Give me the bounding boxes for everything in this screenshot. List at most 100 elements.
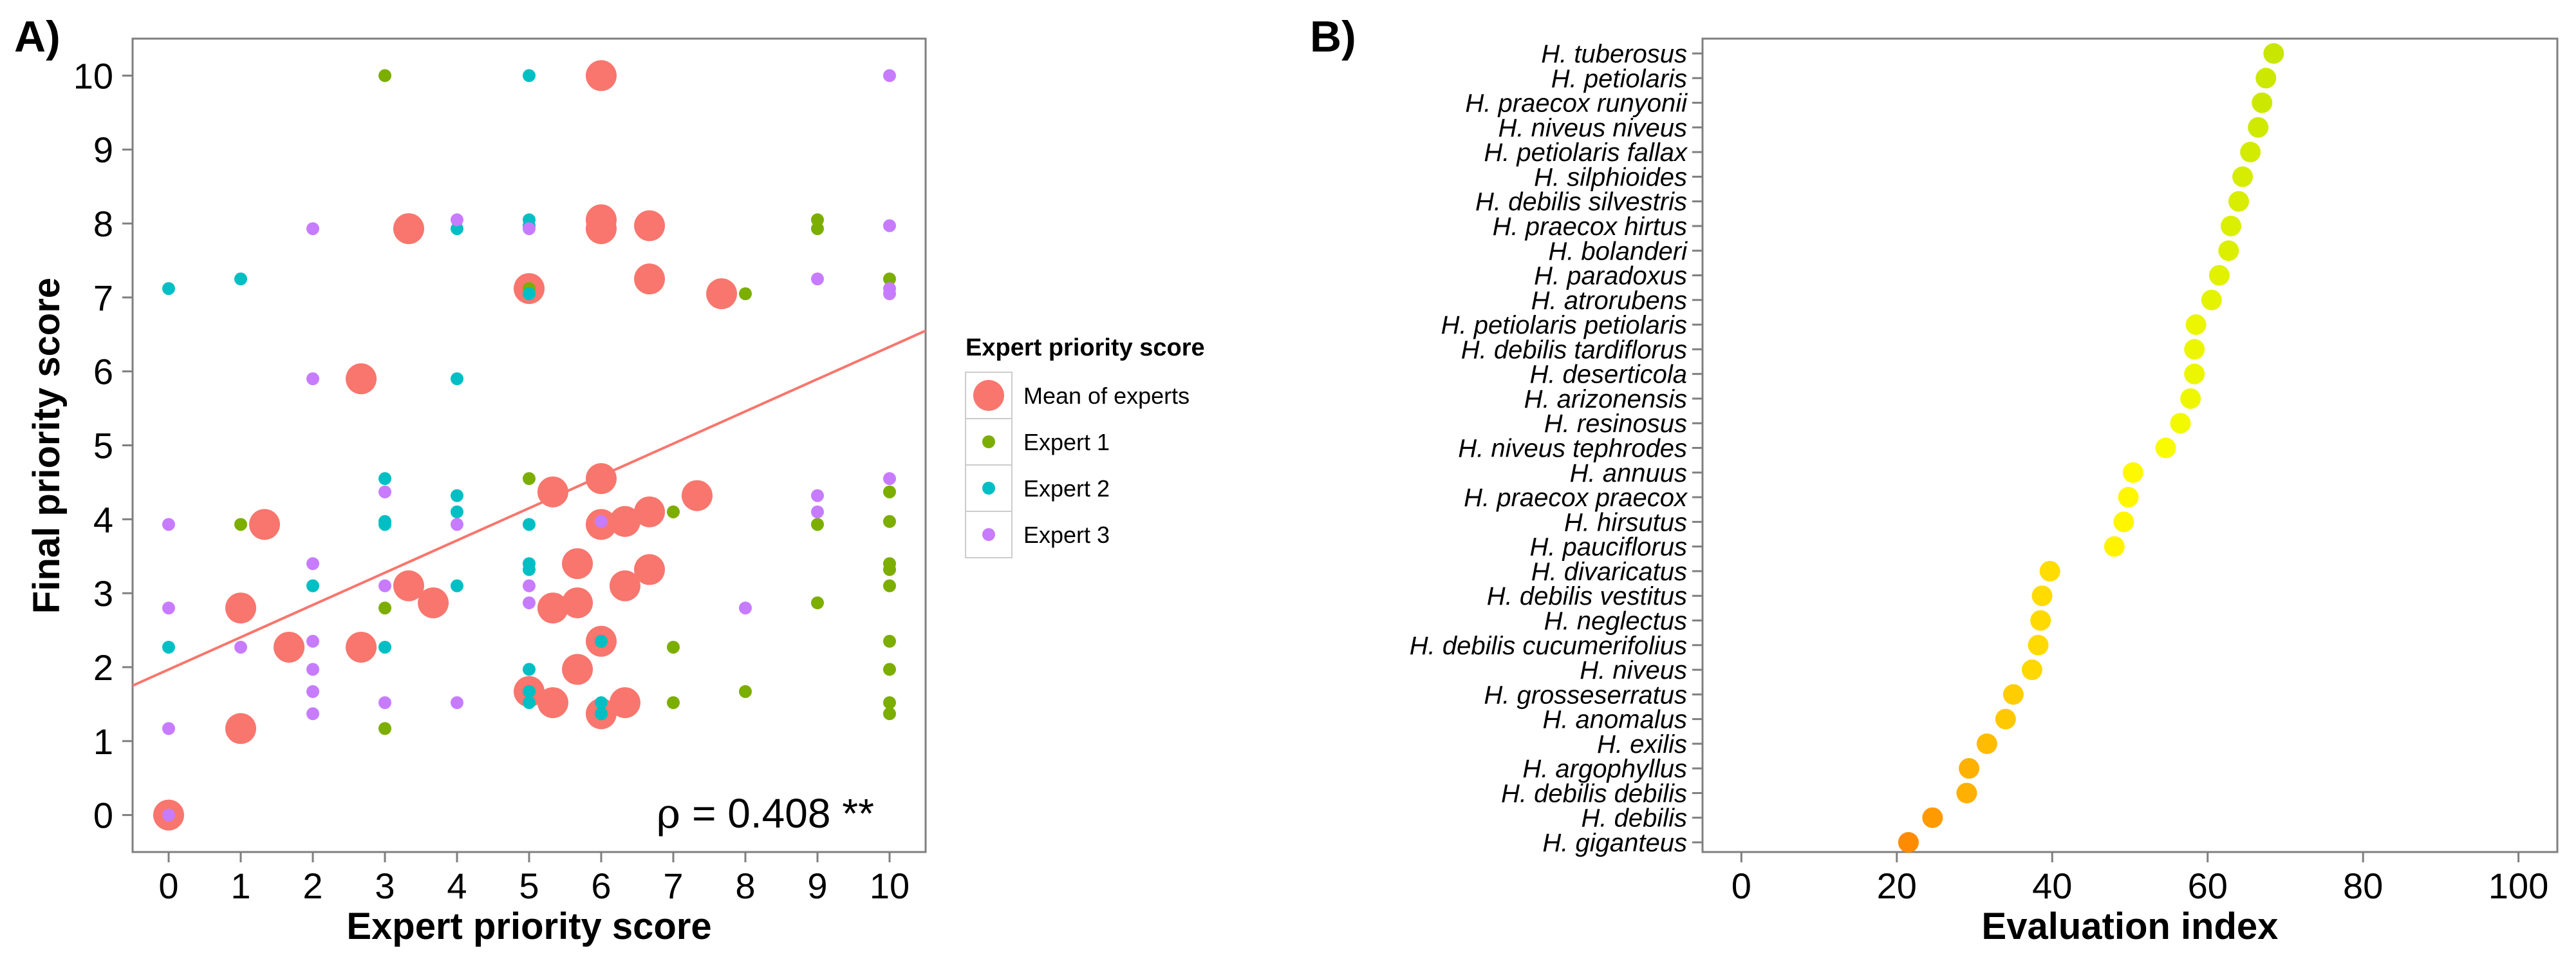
expert-1-point: [811, 596, 824, 610]
expert-1-point: [667, 696, 680, 710]
expert-3-point: [306, 663, 319, 676]
mean-of-experts-point: [586, 60, 617, 91]
mean-of-experts-point: [586, 204, 617, 236]
expert-2-point: [523, 557, 536, 571]
expert-1-point: [883, 515, 896, 528]
expert-3-point: [306, 707, 319, 721]
expert-3-point: [378, 485, 391, 498]
mean-of-experts-point: [225, 592, 256, 624]
x-tick-label: 7: [663, 866, 683, 906]
mean-of-experts-point: [634, 554, 666, 585]
expert-3-point: [811, 489, 824, 502]
y-tick-label: 10: [73, 55, 113, 96]
legend-title: Expert priority score: [966, 334, 1205, 361]
category-label: H. giganteus: [1542, 829, 1687, 857]
evaluation-point: [2263, 43, 2284, 64]
mean-of-experts-point: [562, 548, 593, 580]
expert-1-point: [883, 272, 896, 286]
expert-3-point: [378, 579, 391, 592]
evaluation-point: [2170, 413, 2191, 434]
expert-1-point: [667, 505, 680, 518]
evaluation-point: [2002, 684, 2024, 705]
expert-2-point: [595, 707, 608, 721]
x-tick-label: 3: [375, 866, 395, 906]
evaluation-point: [2184, 363, 2205, 384]
category-label: H. deserticola: [1529, 361, 1687, 389]
category-label: H. debilis tardiflorus: [1461, 336, 1687, 364]
mean-of-experts-point: [274, 631, 305, 663]
y-tick-label: 6: [93, 352, 113, 392]
category-label: H. silphioides: [1534, 163, 1687, 191]
x-tick-label: 0: [158, 866, 178, 906]
mean-of-experts-point: [706, 278, 738, 310]
evaluation-point: [2113, 511, 2134, 533]
evaluation-point: [2252, 92, 2273, 113]
category-label: H. grosseserratus: [1484, 681, 1687, 709]
expert-1-point: [811, 518, 824, 531]
expert-1-point: [883, 634, 896, 648]
expert-3-point: [595, 515, 608, 528]
expert-2-point: [451, 579, 463, 592]
evaluation-point: [2248, 117, 2269, 138]
mean-of-experts-point: [562, 654, 593, 685]
legend-key-expert-3: [982, 528, 995, 541]
evaluation-point: [1976, 733, 1997, 754]
expert-2-point: [162, 640, 175, 654]
y-tick-label: 0: [93, 795, 113, 836]
y-tick-label: 4: [93, 499, 113, 540]
expert-2-point: [306, 579, 319, 592]
expert-3-point: [739, 601, 752, 615]
category-label: H. debilis: [1581, 804, 1687, 833]
expert-3-point: [306, 634, 319, 648]
expert-3-point: [883, 219, 896, 232]
evaluation-point: [1995, 708, 2016, 730]
evaluation-point: [1898, 832, 1919, 853]
expert-2-point: [451, 489, 463, 502]
evaluation-point: [2240, 142, 2261, 163]
expert-3-point: [523, 222, 536, 236]
category-label: H. petiolaris: [1551, 64, 1687, 93]
evaluation-point: [2030, 610, 2051, 631]
category-label: H. debilis debilis: [1501, 779, 1687, 808]
category-label: H. anomalus: [1542, 706, 1687, 734]
expert-2-point: [378, 640, 391, 654]
expert-3-point: [883, 69, 896, 82]
expert-3-point: [306, 685, 319, 698]
expert-3-point: [306, 557, 319, 571]
expert-1-point: [883, 663, 896, 676]
y-tick-label: 5: [93, 426, 113, 466]
evaluation-point: [2104, 536, 2125, 557]
category-label: H. arizonensis: [1524, 385, 1687, 413]
panel-a-xticks: 0 1 2 3 4 5 6 7 8 9 10: [158, 852, 910, 906]
x-tick-label: 6: [591, 866, 611, 906]
category-label: H. debilis vestitus: [1487, 582, 1687, 611]
evaluation-point: [2021, 659, 2042, 681]
expert-1-point: [811, 213, 824, 227]
mean-of-experts-point: [634, 496, 666, 527]
category-label: H. exilis: [1597, 730, 1687, 759]
mean-of-experts-point: [609, 570, 640, 601]
category-label: H. praecox praecox: [1464, 484, 1688, 512]
mean-of-experts-point: [634, 210, 666, 242]
expert-1-point: [739, 685, 752, 698]
expert-3-point: [883, 282, 896, 296]
category-label: H. praecox runyonii: [1465, 90, 1688, 118]
evaluation-point: [2218, 240, 2239, 261]
expert-2-point: [451, 372, 463, 386]
panel-a-yticks: 0 1 2 3 4 5 6 7 8 9 10: [73, 55, 133, 836]
expert-1-point: [523, 472, 536, 486]
mean-of-experts-point: [537, 476, 568, 507]
expert-2-point: [378, 472, 391, 486]
evaluation-point: [2228, 191, 2250, 212]
evaluation-point: [1922, 807, 1943, 828]
mean-of-experts-point: [609, 506, 640, 537]
evaluation-point: [2122, 462, 2143, 483]
x-tick-label: 100: [2488, 866, 2548, 906]
x-tick-label: 8: [735, 866, 755, 906]
expert-2-point: [523, 213, 536, 227]
expert-2-point: [523, 696, 536, 710]
expert-1-point: [883, 696, 896, 710]
y-tick-label: 3: [93, 573, 113, 614]
